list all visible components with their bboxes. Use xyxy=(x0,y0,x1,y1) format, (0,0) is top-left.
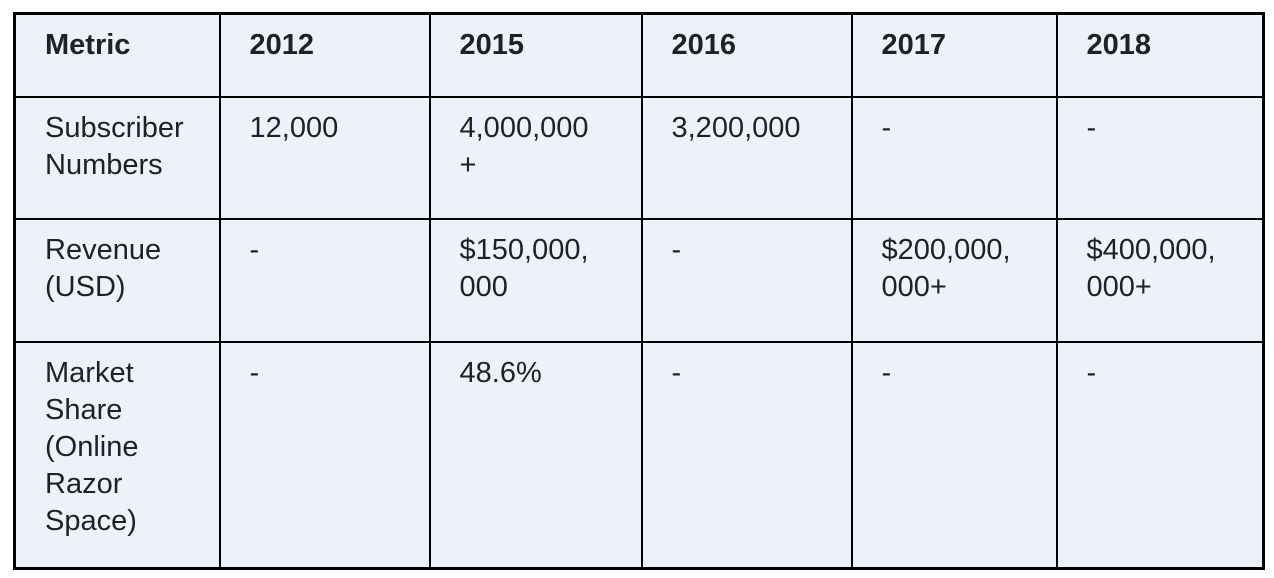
row-label-market-share: Market Share (Online Razor Space) xyxy=(13,340,221,570)
cell-market-share-2017: - xyxy=(850,340,1058,570)
table-row-subscriber-numbers: Subscriber Numbers 12,000 4,000,000 + 3,… xyxy=(13,95,1265,220)
column-header-2016: 2016 xyxy=(640,12,853,98)
cell-revenue-2012: - xyxy=(218,217,431,343)
cell-revenue-2015: $150,000, 000 xyxy=(428,217,643,343)
column-header-2017: 2017 xyxy=(850,12,1058,98)
column-header-metric: Metric xyxy=(13,12,221,98)
metrics-table: Metric 2012 2015 2016 2017 2018 Subscrib… xyxy=(13,12,1265,570)
row-label-revenue: Revenue (USD) xyxy=(13,217,221,343)
cell-subscribers-2012: 12,000 xyxy=(218,95,431,220)
table-header-row: Metric 2012 2015 2016 2017 2018 xyxy=(13,12,1265,98)
table-row-revenue: Revenue (USD) - $150,000, 000 - $200,000… xyxy=(13,217,1265,343)
cell-market-share-2018: - xyxy=(1055,340,1265,570)
cell-subscribers-2017: - xyxy=(850,95,1058,220)
column-header-2018: 2018 xyxy=(1055,12,1265,98)
cell-subscribers-2016: 3,200,000 xyxy=(640,95,853,220)
column-header-2012: 2012 xyxy=(218,12,431,98)
table-row-market-share: Market Share (Online Razor Space) - 48.6… xyxy=(13,340,1265,570)
cell-subscribers-2018: - xyxy=(1055,95,1265,220)
cell-revenue-2017: $200,000, 000+ xyxy=(850,217,1058,343)
cell-revenue-2018: $400,000, 000+ xyxy=(1055,217,1265,343)
column-header-2015: 2015 xyxy=(428,12,643,98)
row-label-subscriber-numbers: Subscriber Numbers xyxy=(13,95,221,220)
cell-market-share-2012: - xyxy=(218,340,431,570)
cell-subscribers-2015: 4,000,000 + xyxy=(428,95,643,220)
cell-market-share-2016: - xyxy=(640,340,853,570)
cell-revenue-2016: - xyxy=(640,217,853,343)
cell-market-share-2015: 48.6% xyxy=(428,340,643,570)
